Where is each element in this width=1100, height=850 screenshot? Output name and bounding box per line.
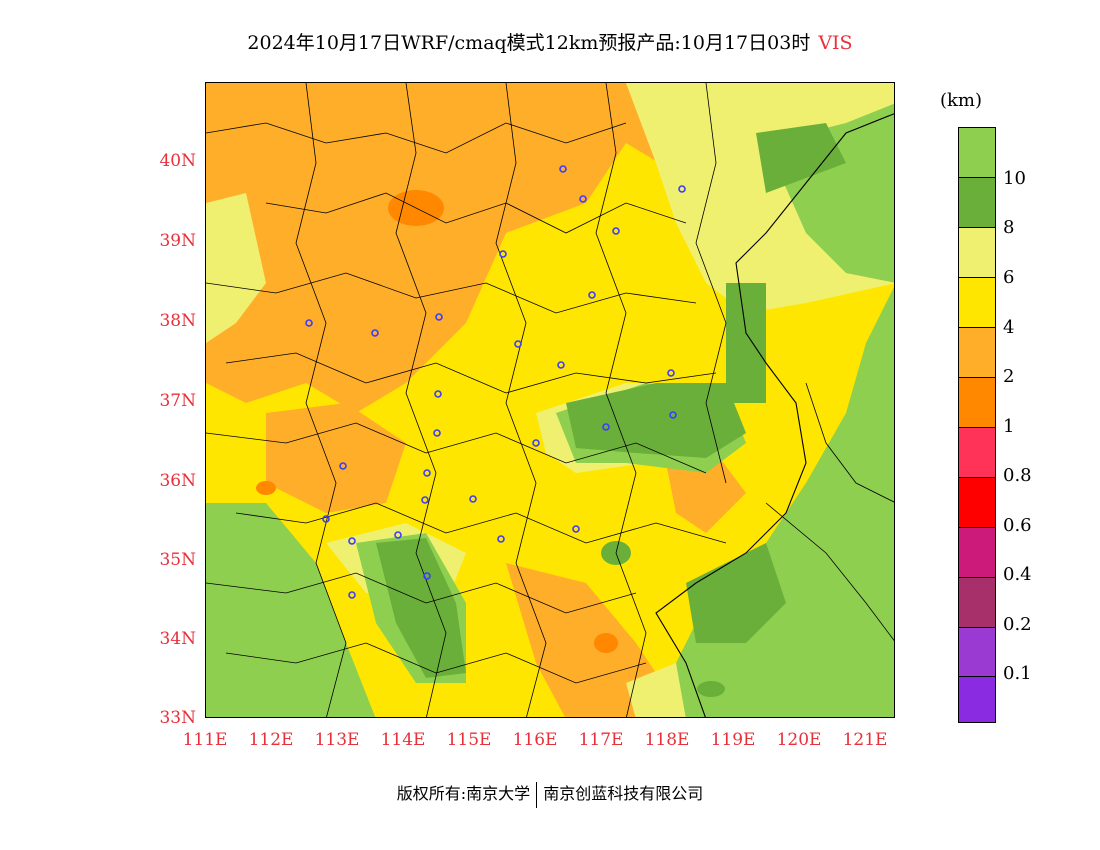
colorbar-cell [959, 528, 995, 578]
lat-label: 38N [159, 311, 196, 331]
colorbar-level: 0.4 [1003, 564, 1032, 585]
colorbar-cell [959, 278, 995, 328]
colorbar-cell [959, 628, 995, 677]
lon-label: 113E [314, 730, 360, 750]
lat-label: 36N [159, 471, 196, 491]
colorbar-cell [959, 228, 995, 278]
lon-label: 111E [182, 730, 228, 750]
copyright-owner: 版权所有:南京大学 [396, 784, 531, 803]
colorbar-level: 0.8 [1003, 465, 1032, 486]
map-title: 2024年10月17日WRF/cmaq模式12km预报产品:10月17日03时 V… [0, 28, 1100, 55]
variable-name: VIS [818, 32, 853, 54]
forecast-map [205, 82, 895, 718]
colorbar-cell [959, 128, 995, 178]
colorbar-cell [959, 178, 995, 228]
title-text: 2024年10月17日WRF/cmaq模式12km预报产品:10月17日03时 [247, 32, 811, 54]
lon-label: 119E [710, 730, 756, 750]
lat-label: 34N [159, 629, 196, 649]
lon-label: 118E [644, 730, 690, 750]
lon-label: 114E [380, 730, 426, 750]
colorbar-cell [959, 578, 995, 628]
colorbar [958, 127, 996, 723]
colorbar-level: 10 [1003, 168, 1026, 189]
colorbar-unit: (km) [940, 90, 983, 111]
colorbar-level: 1 [1003, 416, 1015, 437]
colorbar-level: 8 [1003, 217, 1015, 238]
lon-label: 112E [248, 730, 294, 750]
colorbar-cell [959, 478, 995, 528]
colorbar-level: 2 [1003, 366, 1015, 387]
visibility-field [206, 83, 894, 717]
lon-label: 117E [578, 730, 624, 750]
colorbar-level: 0.2 [1003, 614, 1032, 635]
lat-label: 35N [159, 550, 196, 570]
copyright-footer: 版权所有:南京大学 南京创蓝科技有限公司 [0, 780, 1100, 808]
lat-label: 39N [159, 231, 196, 251]
lon-label: 121E [842, 730, 888, 750]
colorbar-level: 6 [1003, 267, 1015, 288]
lon-label: 115E [446, 730, 492, 750]
copyright-company: 南京创蓝科技有限公司 [543, 784, 704, 803]
lat-label: 33N [159, 708, 196, 728]
lon-label: 116E [512, 730, 558, 750]
colorbar-level: 0.1 [1003, 663, 1032, 684]
lat-label: 40N [159, 151, 196, 171]
colorbar-level: 0.6 [1003, 515, 1032, 536]
colorbar-level: 4 [1003, 317, 1015, 338]
colorbar-cell [959, 378, 995, 428]
footer-divider [536, 781, 538, 808]
lon-label: 120E [776, 730, 822, 750]
lat-label: 37N [159, 391, 196, 411]
colorbar-cell [959, 428, 995, 478]
colorbar-cell [959, 328, 995, 378]
colorbar-cell [959, 677, 995, 722]
